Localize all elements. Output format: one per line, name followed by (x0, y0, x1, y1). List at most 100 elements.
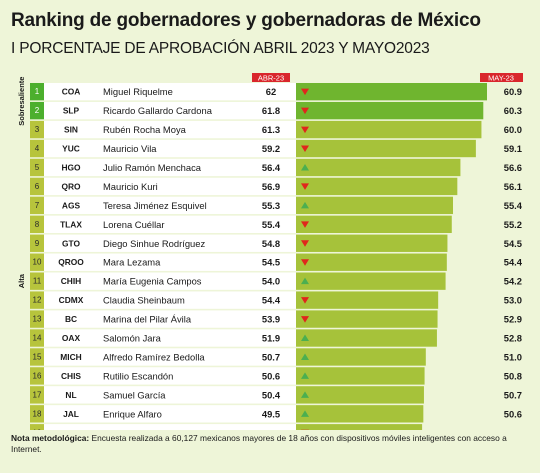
may-bar (296, 253, 447, 271)
may-bar (296, 310, 438, 328)
rank-badge (30, 405, 44, 423)
row-background (44, 253, 296, 271)
trend-down-icon (301, 183, 309, 190)
rank-badge (30, 348, 44, 366)
governor-name: Rubén Rocha Moya (103, 124, 187, 135)
may-value: 60.3 (504, 105, 522, 116)
may-bar (296, 139, 476, 158)
april-value: 53.6 (262, 427, 280, 430)
may-value: 54.5 (504, 238, 522, 249)
group-label-0: Sobresaliente (17, 77, 26, 126)
rank-label: 17 (33, 390, 42, 399)
trend-down-icon (301, 240, 309, 247)
rank-badge (30, 386, 44, 404)
rank-label: 19 (33, 428, 42, 430)
governor-name: Alfredo Ramírez Bedolla (103, 351, 205, 362)
state-label: JAL (63, 409, 79, 419)
april-value: 55.3 (262, 200, 280, 211)
governor-name: Miguel Riquelme (103, 86, 173, 97)
state-label: VER (62, 428, 79, 430)
april-value: 61.3 (262, 124, 280, 135)
rank-badge (30, 101, 44, 120)
may-value: 56.1 (504, 181, 522, 192)
trend-down-icon (301, 316, 309, 323)
rank-label: 5 (35, 163, 40, 172)
april-value: 56.9 (262, 181, 280, 192)
row-background (44, 196, 296, 215)
governor-name: Cuitláhuac García (103, 427, 179, 430)
row-background (44, 367, 296, 385)
row-background (44, 215, 296, 233)
trend-up-icon (301, 277, 309, 285)
row-background (44, 83, 296, 101)
note-text: Encuesta realizada a 60,127 mexicanos ma… (11, 433, 507, 454)
april-value: 54.5 (262, 257, 280, 268)
may-bar (296, 196, 454, 215)
rank-badge (30, 120, 44, 139)
header-current-bg (480, 73, 523, 82)
rank-label: 2 (35, 106, 40, 115)
trend-down-icon (301, 259, 309, 266)
rank-badge (30, 83, 44, 101)
rank-label: 10 (33, 258, 42, 267)
governor-name: Julio Ramón Menchaca (103, 162, 202, 173)
may-value: 50.4 (504, 427, 523, 430)
row-background (44, 424, 296, 430)
may-value: 60.9 (504, 86, 522, 97)
rank-label: 12 (33, 296, 42, 305)
row-background (44, 348, 296, 366)
row-background (44, 139, 296, 158)
governor-name: Enrique Alfaro (103, 408, 162, 419)
may-bar (296, 215, 452, 233)
may-bar (296, 83, 487, 101)
may-bar (296, 120, 482, 139)
rank-label: 8 (35, 220, 40, 229)
state-label: CDMX (59, 295, 84, 305)
may-bar (296, 348, 426, 366)
rank-badge (30, 424, 44, 430)
header-prev-bg (252, 73, 290, 82)
may-value: 54.2 (504, 276, 522, 287)
april-value: 51.9 (262, 333, 280, 344)
rank-label: 15 (33, 352, 42, 361)
may-value: 50.6 (504, 408, 522, 419)
rank-badge (30, 367, 44, 385)
governor-name: Diego Sinhue Rodríguez (103, 238, 205, 249)
state-label: COA (62, 87, 81, 97)
rank-label: 11 (33, 277, 42, 286)
trend-up-icon (301, 372, 309, 379)
row-background (44, 101, 296, 120)
may-bar (296, 367, 425, 385)
rank-label: 4 (35, 144, 40, 153)
may-value: 53.0 (504, 295, 522, 306)
may-value: 52.9 (504, 314, 522, 325)
ranking-chart: ABR-23 MAY-23 Sobresaliente Alta 1 COA Miguel … (17, 73, 523, 430)
may-value: 56.6 (504, 162, 522, 173)
governor-name: Mauricio Kuri (103, 181, 158, 192)
april-value: 53.9 (262, 314, 280, 325)
may-bar (296, 272, 446, 290)
rank-label: 7 (35, 201, 40, 210)
governor-name: Samuel García (103, 389, 166, 400)
april-value: 59.2 (262, 143, 280, 154)
april-value: 54.4 (262, 295, 281, 306)
governor-name: Teresa Jiménez Esquivel (103, 200, 207, 211)
note-label: Nota metodológica: (11, 433, 90, 443)
trend-down-icon (301, 107, 309, 115)
rank-badge (30, 196, 44, 215)
governor-name: Mara Lezama (103, 257, 161, 268)
may-value: 50.8 (504, 370, 522, 381)
may-value: 59.1 (504, 143, 522, 154)
governor-name: Ricardo Gallardo Cardona (103, 105, 213, 116)
row-background (44, 177, 296, 196)
governor-name: Mauricio Vila (103, 143, 157, 154)
may-bar (296, 329, 437, 347)
rank-badge (30, 139, 44, 158)
state-label: QRO (61, 181, 81, 191)
state-label: AGS (62, 200, 81, 210)
row-background (44, 120, 296, 139)
governor-name: Claudia Sheinbaum (103, 295, 185, 306)
trend-down-icon (301, 88, 309, 96)
chart-title: Ranking de gobernadores y gobernadoras d… (11, 10, 481, 31)
row-background (44, 234, 296, 252)
